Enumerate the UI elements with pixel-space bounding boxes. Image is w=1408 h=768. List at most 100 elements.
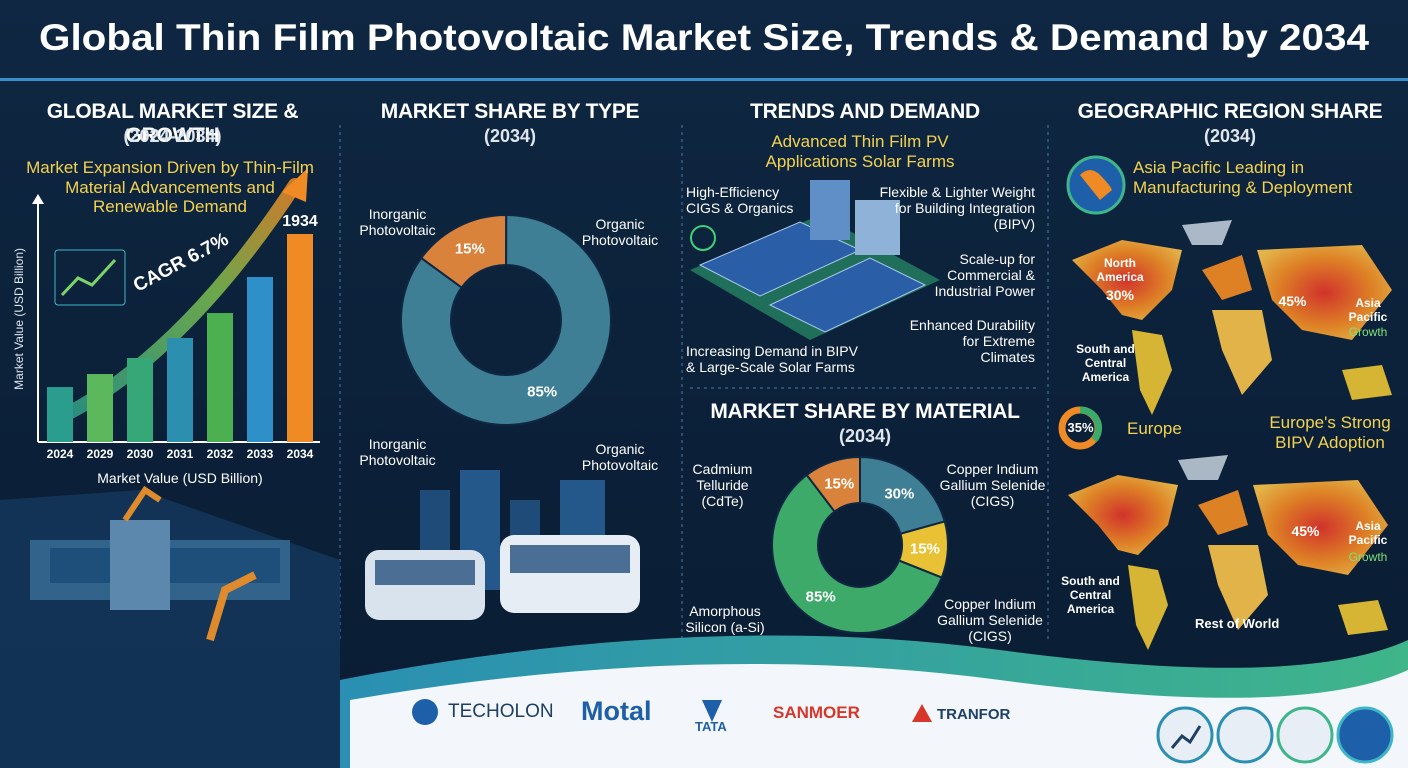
continent xyxy=(1132,330,1172,415)
bar xyxy=(287,233,313,442)
globe-icon xyxy=(1080,170,1112,200)
growth-arrow-head xyxy=(282,168,308,202)
x-tick-label: 2033 xyxy=(247,447,274,461)
europe-ring xyxy=(1079,406,1103,443)
trend-item: Flexible & Lighter Weight for Building I… xyxy=(879,184,1035,233)
data-label: 30% xyxy=(884,485,914,502)
region-share: 45% xyxy=(1278,293,1307,309)
panel-title: MARKET SHARE BY TYPE xyxy=(380,100,640,123)
icon xyxy=(54,249,126,306)
donut-category: Organic Photovoltaic xyxy=(581,216,659,249)
building xyxy=(855,200,900,255)
region-share: 45% xyxy=(1291,523,1320,539)
panel-title: MARKET SHARE BY MATERIAL xyxy=(710,400,1020,423)
x-tick-label: 2029 xyxy=(87,447,114,461)
donut-category: Amorphous Silicon (a-Si) xyxy=(685,603,765,636)
machine xyxy=(110,520,170,610)
bar xyxy=(127,357,153,442)
page-title: Global Thin Film Photovoltaic Market Siz… xyxy=(39,17,1369,58)
bar xyxy=(167,337,193,442)
icon xyxy=(1276,706,1334,764)
bar xyxy=(87,374,113,442)
panel-subtitle: (2034) xyxy=(838,426,892,446)
continent xyxy=(1257,245,1392,340)
icon xyxy=(1336,706,1394,764)
region-note: Growth xyxy=(1348,325,1388,339)
panel-subtitle: (2034) xyxy=(1203,126,1257,146)
icon xyxy=(1216,706,1274,764)
donut-category: Inorganic Photovoltaic xyxy=(359,206,436,239)
logo: Motal xyxy=(581,696,652,726)
continent xyxy=(1208,545,1268,630)
icon xyxy=(1170,725,1202,749)
donut-category: Inorganic Photovoltaic xyxy=(359,436,436,469)
icon xyxy=(60,258,117,297)
logo: TECHOLON xyxy=(448,701,554,722)
headline: Asia Pacific Leading in Manufacturing & … xyxy=(1133,158,1353,197)
data-label: 15% xyxy=(455,241,485,258)
donut-segment xyxy=(771,473,944,634)
data-label: 85% xyxy=(527,383,557,400)
region-share: 35% xyxy=(1067,420,1094,435)
solar-array xyxy=(768,257,927,333)
region-name: Asia Pacific xyxy=(1348,519,1388,547)
logo: SANMOER xyxy=(773,703,860,722)
annotation: Market Expansion Driven by Thin-Film Mat… xyxy=(26,158,314,217)
donut-category: Copper Indium Gallium Selenide (CIGS) xyxy=(939,461,1046,510)
region-name: Rest of World xyxy=(1195,616,1280,631)
x-tick-label: 2030 xyxy=(127,447,154,461)
region-name: Asia Pacific xyxy=(1348,296,1388,324)
x-tick-label: 2032 xyxy=(207,447,234,461)
logo-icon xyxy=(412,699,438,725)
bar xyxy=(207,313,233,442)
robot-arm xyxy=(206,571,257,642)
continent xyxy=(1338,600,1388,635)
continent xyxy=(1178,455,1228,480)
logo-icon xyxy=(702,700,722,722)
data-label: 1934 xyxy=(282,213,318,230)
data-label: 85% xyxy=(806,589,836,606)
trend-item: Scale-up for Commercial & Industrial Pow… xyxy=(934,251,1035,300)
icon xyxy=(690,225,716,251)
panel-title: TRENDS AND DEMAND xyxy=(750,100,980,123)
data-label: 15% xyxy=(824,475,854,492)
continent xyxy=(1253,480,1388,575)
building xyxy=(810,180,850,240)
trend-item: Increasing Demand in BIPV & Large-Scale … xyxy=(686,343,858,376)
continent xyxy=(1182,220,1232,245)
bus-window xyxy=(510,545,630,573)
donut-category: Copper Indium Gallium Selenide (CIGS) xyxy=(937,596,1043,645)
icon xyxy=(1156,706,1214,764)
continent xyxy=(1342,365,1392,400)
region-name: North America xyxy=(1096,256,1144,284)
continent xyxy=(1202,255,1252,300)
continent xyxy=(1068,475,1178,555)
region-name: South and Central America xyxy=(1061,574,1120,616)
panel-subtitle: (2034) xyxy=(483,126,537,146)
x-axis-label: Market Value (USD Billion) xyxy=(97,470,263,486)
trend-item: High-Efficiency CIGS & Organics xyxy=(686,184,794,217)
logo: TATA xyxy=(695,719,727,734)
x-tick-label: 2034 xyxy=(287,447,314,461)
logo: TRANFOR xyxy=(937,706,1011,723)
logo-icon xyxy=(912,704,932,722)
donut-segment xyxy=(400,213,612,426)
bar xyxy=(47,387,73,442)
panel-title: GEOGRAPHIC REGION SHARE xyxy=(1077,100,1383,123)
region-note: Europe's Strong BIPV Adoption xyxy=(1269,413,1391,452)
robot-arm xyxy=(122,485,162,522)
x-tick-label: 2024 xyxy=(47,447,74,461)
bus-window xyxy=(375,560,475,585)
panel-title: GLOBAL MARKET SIZE & GROWTH xyxy=(46,100,299,148)
donut-segment xyxy=(805,455,861,513)
y-axis-label: Market Value (USD Billion) xyxy=(12,247,27,390)
x-tick-label: 2031 xyxy=(167,447,194,461)
bar xyxy=(247,277,273,442)
wave xyxy=(350,664,1408,768)
continent xyxy=(1072,240,1182,320)
donut-category: Cadmium Telluride (CdTe) xyxy=(692,461,753,510)
axis-arrow xyxy=(32,194,44,204)
continent xyxy=(1212,310,1272,395)
